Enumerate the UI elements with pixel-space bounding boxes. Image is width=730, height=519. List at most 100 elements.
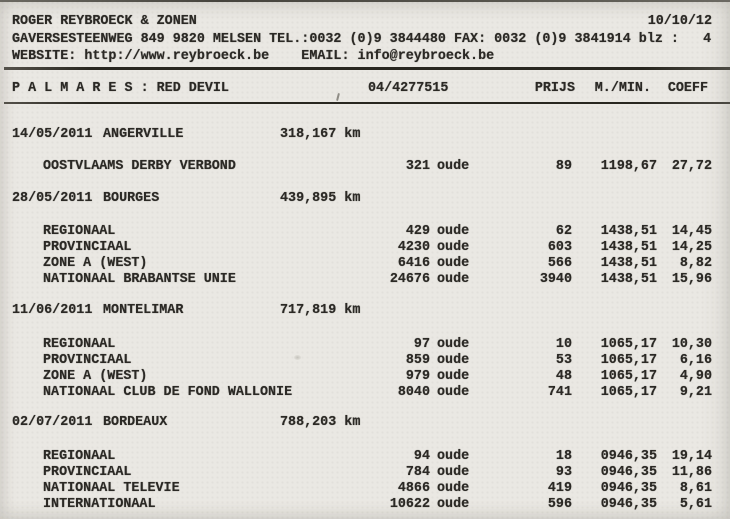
result-coeff: 8,61 bbox=[679, 481, 712, 496]
result-prize: 3940 bbox=[539, 272, 572, 287]
result-speed: 0946,35 bbox=[600, 449, 657, 464]
result-coeff: 10,30 bbox=[671, 337, 712, 352]
result-row: REGIONAAL 94 oude 18 0946,35 19,14 bbox=[0, 449, 730, 464]
result-entered: 784 bbox=[405, 465, 430, 480]
result-category: oude bbox=[437, 272, 470, 287]
result-category: oude bbox=[437, 449, 470, 464]
palmares-title: P A L M A R E S : RED DEVIL bbox=[12, 81, 229, 96]
result-entered: 4230 bbox=[397, 240, 430, 255]
result-level: PROVINCIAAL bbox=[43, 465, 132, 480]
palmares-header-row: P A L M A R E S : RED DEVIL 04/4277515 P… bbox=[0, 81, 730, 96]
result-prize: 93 bbox=[555, 465, 572, 480]
result-level: PROVINCIAAL bbox=[43, 353, 132, 368]
result-level: ZONE A (WEST) bbox=[43, 256, 148, 271]
result-prize: 603 bbox=[547, 240, 572, 255]
result-category: oude bbox=[437, 240, 470, 255]
result-category: oude bbox=[437, 385, 470, 400]
letterhead-line-3: WEBSITE: http://www.reybroeck.be EMAIL: … bbox=[0, 49, 730, 64]
result-row: PROVINCIAAL 784 oude 93 0946,35 11,86 bbox=[0, 465, 730, 480]
address-line: GAVERSESTEENWEG 849 9820 MELSEN TEL.:003… bbox=[12, 32, 712, 47]
result-coeff: 9,21 bbox=[679, 385, 712, 400]
race-distance: 318,167 km bbox=[280, 127, 361, 142]
result-entered: 24676 bbox=[389, 272, 430, 287]
result-speed: 1065,17 bbox=[600, 337, 657, 352]
race-distance: 717,819 km bbox=[280, 303, 361, 318]
result-speed: 1438,51 bbox=[600, 256, 657, 271]
result-entered: 94 bbox=[413, 449, 430, 464]
result-coeff: 5,61 bbox=[679, 497, 712, 512]
result-prize: 18 bbox=[555, 449, 572, 464]
result-prize: 62 bbox=[555, 224, 572, 239]
race-header-row: 02/07/2011 BORDEAUX 788,203 km bbox=[0, 415, 730, 430]
result-entered: 10622 bbox=[389, 497, 430, 512]
result-entered: 6416 bbox=[397, 256, 430, 271]
result-row: PROVINCIAAL 4230 oude 603 1438,51 14,25 bbox=[0, 240, 730, 255]
race-distance: 439,895 km bbox=[280, 191, 361, 206]
result-category: oude bbox=[437, 481, 470, 496]
result-speed: 1438,51 bbox=[600, 224, 657, 239]
contact-line: WEBSITE: http://www.reybroeck.be EMAIL: … bbox=[12, 49, 495, 64]
race-distance: 788,203 km bbox=[280, 415, 361, 430]
palmares-header-rule bbox=[4, 102, 730, 104]
result-speed: 0946,35 bbox=[600, 481, 657, 496]
result-speed: 1438,51 bbox=[600, 240, 657, 255]
result-level: ZONE A (WEST) bbox=[43, 369, 148, 384]
race-header-row: 14/05/2011 ANGERVILLE 318,167 km bbox=[0, 127, 730, 142]
result-category: oude bbox=[437, 497, 470, 512]
result-category: oude bbox=[437, 369, 470, 384]
result-row: ZONE A (WEST) 979 oude 48 1065,17 4,90 bbox=[0, 369, 730, 384]
result-prize: 419 bbox=[547, 481, 572, 496]
result-row: NATIONAAL BRABANTSE UNIE 24676 oude 3940… bbox=[0, 272, 730, 287]
result-entered: 4866 bbox=[397, 481, 430, 496]
race-date: 11/06/2011 bbox=[12, 303, 93, 318]
result-speed: 0946,35 bbox=[600, 497, 657, 512]
race-place: BORDEAUX bbox=[103, 415, 168, 430]
result-row: NATIONAAL TELEVIE 4866 oude 419 0946,35 … bbox=[0, 481, 730, 496]
result-coeff: 15,96 bbox=[671, 272, 712, 287]
letterhead-line-2: GAVERSESTEENWEG 849 9820 MELSEN TEL.:003… bbox=[0, 32, 730, 47]
result-level: REGIONAAL bbox=[43, 224, 116, 239]
result-category: oude bbox=[437, 224, 470, 239]
race-date: 14/05/2011 bbox=[12, 127, 93, 142]
result-level: REGIONAAL bbox=[43, 337, 116, 352]
result-coeff: 4,90 bbox=[679, 369, 712, 384]
result-row: REGIONAAL 429 oude 62 1438,51 14,45 bbox=[0, 224, 730, 239]
result-coeff: 27,72 bbox=[671, 159, 712, 174]
result-entered: 979 bbox=[405, 369, 430, 384]
result-category: oude bbox=[437, 256, 470, 271]
race-place: MONTELIMAR bbox=[103, 303, 184, 318]
result-prize: 596 bbox=[547, 497, 572, 512]
result-level: NATIONAAL TELEVIE bbox=[43, 481, 180, 496]
result-entered: 429 bbox=[405, 224, 430, 239]
result-coeff: 6,16 bbox=[679, 353, 712, 368]
column-header-speed: M./MIN. bbox=[594, 81, 651, 96]
result-coeff: 19,14 bbox=[671, 449, 712, 464]
result-entered: 859 bbox=[405, 353, 430, 368]
result-coeff: 14,25 bbox=[671, 240, 712, 255]
result-level: PROVINCIAAL bbox=[43, 240, 132, 255]
result-speed: 1198,67 bbox=[600, 159, 657, 174]
result-level: INTERNATIONAAL bbox=[43, 497, 156, 512]
race-header-row: 28/05/2011 BOURGES 439,895 km bbox=[0, 191, 730, 206]
ring-number: 04/4277515 bbox=[368, 81, 449, 96]
letterhead-line-1: ROGER REYBROECK & ZONEN 10/10/12 bbox=[0, 14, 730, 29]
owner-name: ROGER REYBROECK & ZONEN bbox=[12, 14, 197, 29]
result-speed: 1065,17 bbox=[600, 353, 657, 368]
result-row: REGIONAAL 97 oude 10 1065,17 10,30 bbox=[0, 337, 730, 352]
result-level: NATIONAAL CLUB DE FOND WALLONIE bbox=[43, 385, 293, 400]
result-category: oude bbox=[437, 159, 470, 174]
result-row: INTERNATIONAAL 10622 oude 596 0946,35 5,… bbox=[0, 497, 730, 512]
result-speed: 1065,17 bbox=[600, 385, 657, 400]
race-date: 28/05/2011 bbox=[12, 191, 93, 206]
result-category: oude bbox=[437, 353, 470, 368]
result-entered: 97 bbox=[413, 337, 430, 352]
result-row: PROVINCIAAL 859 oude 53 1065,17 6,16 bbox=[0, 353, 730, 368]
result-level: NATIONAAL BRABANTSE UNIE bbox=[43, 272, 236, 287]
result-prize: 10 bbox=[555, 337, 572, 352]
result-level: REGIONAAL bbox=[43, 449, 116, 464]
result-prize: 48 bbox=[555, 369, 572, 384]
result-category: oude bbox=[437, 337, 470, 352]
result-entered: 321 bbox=[405, 159, 430, 174]
result-category: oude bbox=[437, 465, 470, 480]
